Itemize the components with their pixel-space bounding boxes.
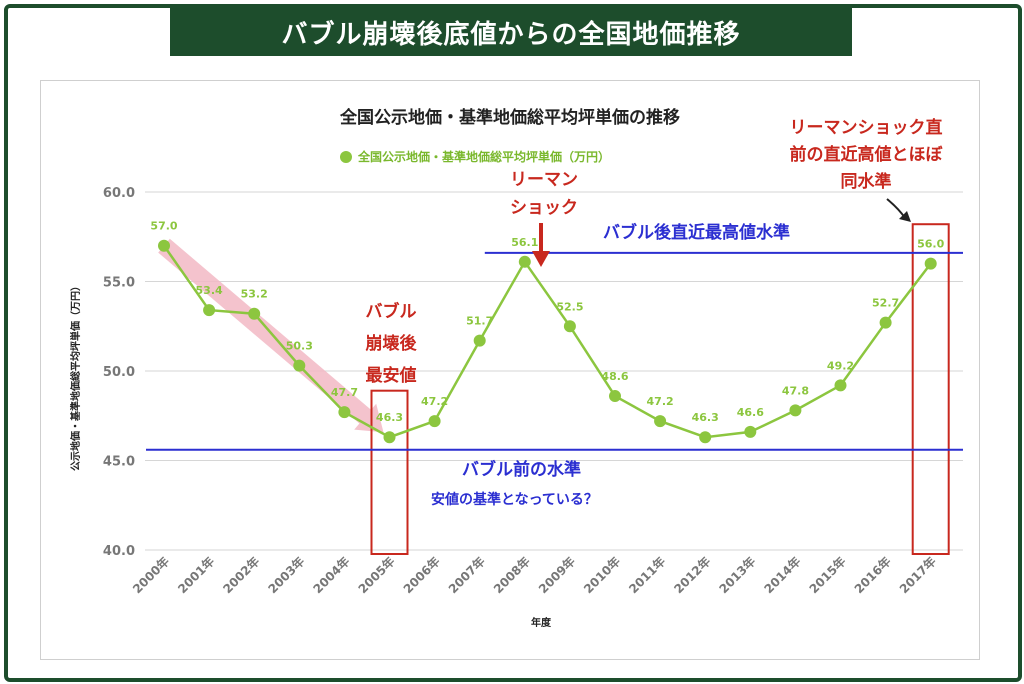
series-line: [162, 244, 932, 439]
data-point: [203, 304, 216, 317]
banner-title: バブル崩壊後底値からの全国地価推移: [170, 8, 852, 56]
data-label: 52.7: [872, 297, 899, 310]
data-point: [248, 307, 261, 320]
reference-lines: [146, 251, 963, 451]
ref-sublabel-low: 安値の基準となっている？: [431, 491, 598, 508]
pre-lehman-arrow-head: [899, 211, 911, 222]
data-label: 53.2: [241, 288, 268, 301]
data-point: [563, 320, 576, 333]
y-axis-label: 公示地価・基準地価総平均坪単価（万円）: [69, 281, 82, 471]
legend-marker: [340, 151, 352, 163]
data-label: 49.2: [827, 359, 854, 372]
highlight-box-2017年: [911, 223, 950, 555]
lehman-arrow-head: [532, 251, 550, 267]
data-point: [879, 316, 892, 329]
data-label: 50.3: [286, 340, 313, 353]
data-point: [293, 359, 306, 372]
data-label: 48.6: [601, 370, 628, 383]
data-point: [338, 406, 351, 419]
x-tick-label: 2002年: [220, 554, 263, 597]
data-label: 53.4: [196, 284, 223, 297]
annotation-lehman: リーマン: [510, 170, 578, 190]
annotation-bubble-low: 崩壊後: [366, 333, 418, 354]
data-point: [654, 415, 667, 428]
data-point: [518, 255, 531, 268]
data-point: [744, 425, 757, 438]
chart-title: 全国公示地価・基準地価総平均坪単価の推移: [339, 107, 680, 128]
data-point: [699, 431, 712, 444]
data-point: [834, 379, 847, 392]
data-label: 51.7: [466, 315, 493, 328]
highlight-box-2005年: [370, 389, 409, 555]
data-label: 56.1: [511, 236, 538, 249]
data-label: 56.0: [917, 238, 944, 251]
x-tick-label: 2013年: [716, 554, 759, 597]
x-tick-label: 2017年: [896, 554, 939, 597]
data-label: 47.8: [782, 384, 809, 397]
x-tick-label: 2000年: [129, 554, 172, 597]
data-label: 47.7: [331, 386, 358, 399]
x-tick-label: 2004年: [310, 554, 353, 597]
chart-text: 全国公示地価・基準地価総平均坪単価の推移全国公示地価・基準地価総平均坪単価（万円…: [69, 107, 945, 629]
highlight-boxes: [370, 223, 950, 555]
x-tick-label: 2005年: [355, 554, 398, 597]
x-tick-label: 2007年: [445, 554, 488, 597]
y-tick-label: 60.0: [103, 186, 135, 201]
data-label: 46.3: [692, 411, 719, 424]
trend-arrow: [158, 238, 384, 433]
data-label: 57.0: [150, 220, 177, 233]
ref-label-low: バブル前の水準: [462, 459, 581, 480]
ref-label-high: バブル後直近最高値水準: [603, 222, 790, 243]
x-tick-label: 2003年: [265, 554, 308, 597]
data-label: 46.6: [737, 406, 764, 419]
x-tick-label: 2012年: [671, 554, 714, 597]
annotation-pre-lehman: 同水準: [841, 171, 892, 192]
y-tick-label: 40.0: [103, 544, 135, 559]
x-tick-label: 2009年: [535, 554, 578, 597]
x-tick-label: 2014年: [761, 554, 804, 597]
x-axis-label: 年度: [531, 616, 552, 629]
x-tick-label: 2008年: [490, 554, 533, 597]
data-label: 47.2: [647, 395, 674, 408]
x-tick-label: 2016年: [851, 554, 894, 597]
x-tick-label: 2006年: [400, 554, 443, 597]
data-point: [473, 334, 486, 347]
data-point: [609, 390, 621, 403]
data-label: 52.5: [556, 300, 583, 313]
chart-panel: 全国公示地価・基準地価総平均坪単価の推移全国公示地価・基準地価総平均坪単価（万円…: [40, 80, 980, 660]
data-point: [789, 404, 802, 417]
x-tick-label: 2015年: [806, 554, 849, 597]
pre-lehman-arrow-shaft: [886, 198, 906, 219]
legend-label: 全国公示地価・基準地価総平均坪単価（万円）: [357, 149, 610, 164]
annotation-bubble-low: 最安値: [366, 365, 417, 386]
annotation-lehman: ショック: [510, 198, 578, 218]
grid-lines: [145, 191, 963, 551]
y-tick-label: 45.0: [103, 455, 135, 470]
data-points: [158, 239, 937, 444]
annotation-pre-lehman: 前の直近高値とほぼ: [790, 144, 944, 165]
trend-arrow-shape: [158, 238, 384, 433]
x-tick-label: 2001年: [175, 554, 218, 597]
data-label: 46.3: [376, 411, 403, 424]
y-tick-label: 50.0: [103, 365, 135, 380]
data-point: [428, 415, 441, 428]
chart-svg: 全国公示地価・基準地価総平均坪単価の推移全国公示地価・基準地価総平均坪単価（万円…: [69, 107, 963, 629]
x-tick-label: 2011年: [626, 554, 669, 597]
y-tick-label: 55.0: [103, 276, 135, 291]
data-point: [158, 239, 170, 252]
data-label: 47.2: [421, 395, 448, 408]
series-path: [162, 244, 932, 439]
annotation-bubble-low: バブル: [366, 301, 417, 322]
annotation-pre-lehman: リーマンショック直: [790, 117, 943, 138]
data-point: [924, 257, 937, 270]
x-tick-label: 2010年: [580, 554, 623, 597]
data-point: [383, 431, 396, 444]
